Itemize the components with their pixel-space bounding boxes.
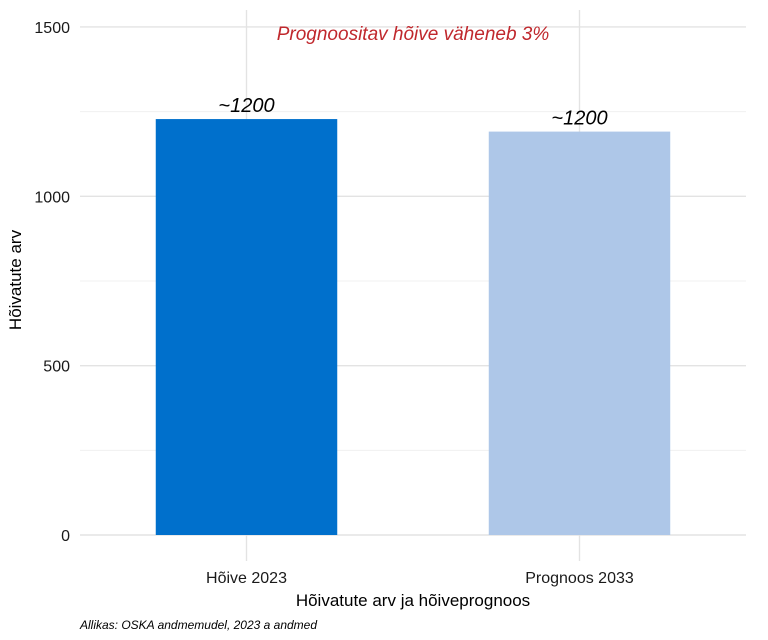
y-tick-label: 0	[61, 528, 70, 545]
y-tick-label: 1000	[34, 189, 70, 206]
x-tick-label: Hõive 2023	[206, 570, 287, 587]
x-axis-ticks: Hõive 2023 Prognoos 2033	[206, 570, 634, 587]
bar	[488, 131, 671, 535]
bar	[155, 119, 338, 535]
y-axis-ticks: 0 500 1000 1500	[34, 20, 70, 545]
data-labels: ~1200 ~1200	[218, 95, 607, 130]
x-tick-label: Prognoos 2033	[525, 570, 634, 587]
data-label: ~1200	[551, 108, 607, 130]
y-tick-label: 1500	[34, 20, 70, 37]
y-tick-label: 500	[43, 359, 70, 376]
x-axis-title: Hõivatute arv ja hõiveprognoos	[296, 591, 530, 610]
source-caption: Allikas: OSKA andmemudel, 2023 a andmed	[79, 618, 317, 632]
y-axis-title: Hõivatute arv	[6, 229, 25, 330]
bars	[155, 119, 671, 535]
annotation: Prognoositav hõive väheneb 3%	[277, 24, 550, 45]
data-label: ~1200	[218, 95, 274, 117]
